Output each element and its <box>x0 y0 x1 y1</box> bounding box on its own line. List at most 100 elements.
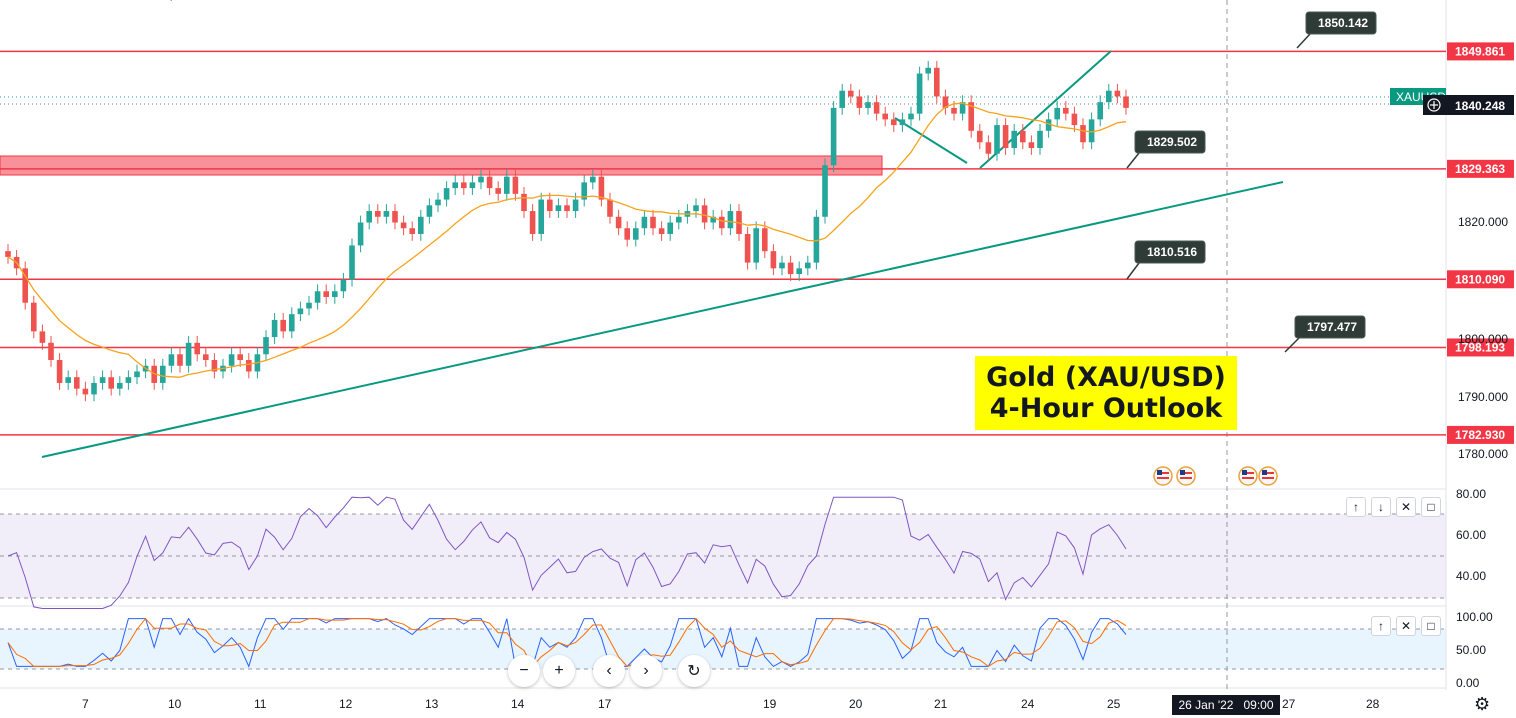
candle-body <box>504 176 510 194</box>
candle-body <box>323 291 329 297</box>
stoch-move-up-icon[interactable]: ↑ <box>1371 616 1391 636</box>
candle-body <box>357 222 364 246</box>
candle-body <box>830 107 837 166</box>
candle-body <box>1123 96 1129 108</box>
time-axis-label: 17 <box>598 697 612 711</box>
us-flag-event-icon <box>1242 477 1254 479</box>
candle-body <box>727 211 734 229</box>
candle-body <box>641 216 648 229</box>
level-price-tag <box>1447 425 1514 444</box>
candle-body <box>418 216 424 234</box>
zoom-out-icon[interactable]: − <box>508 655 540 687</box>
callout-price: 1797.477 <box>1307 320 1357 334</box>
gear-icon[interactable]: ⚙ <box>1474 694 1491 714</box>
stoch-d-line <box>7 617 1127 668</box>
candle-body <box>237 354 243 361</box>
rsi-move-down-icon[interactable]: ↓ <box>1371 497 1391 517</box>
candle-body <box>426 205 433 217</box>
level-price-tag <box>1447 159 1514 178</box>
callout-price: 1829.502 <box>1147 135 1197 149</box>
candle-body <box>486 176 493 189</box>
zoom-in-icon[interactable]: + <box>543 655 575 687</box>
callout-pointer <box>1296 33 1311 49</box>
stoch-axis-label: 0.00 <box>1456 676 1480 690</box>
current-price-label: 1840.248 <box>1455 99 1505 113</box>
candle-body <box>607 199 613 217</box>
candle-body <box>882 113 888 120</box>
ascending-trendline <box>41 181 1284 458</box>
rsi-close-icon[interactable]: ✕ <box>1396 497 1416 517</box>
candle-body <box>495 188 501 194</box>
candle-body <box>762 228 768 252</box>
candle-body <box>74 377 80 389</box>
candle-body <box>91 382 97 395</box>
candle-body <box>340 279 347 292</box>
stoch-axis-label: 50.00 <box>1456 643 1486 657</box>
reset-icon[interactable]: ↻ <box>678 655 710 687</box>
wedge-lower-line <box>894 117 968 164</box>
candle-body <box>770 251 777 269</box>
time-axis-label: 14 <box>511 697 525 711</box>
time-axis-label: 28 <box>1366 697 1380 711</box>
rsi-maximize-icon[interactable]: □ <box>1421 497 1441 517</box>
candle-body <box>289 314 295 332</box>
candle-body <box>590 176 596 183</box>
time-axis-label: 7 <box>82 697 89 711</box>
callout-price: 1810.516 <box>1147 245 1197 259</box>
current-price-bg <box>1423 95 1514 115</box>
callout-pointer <box>1284 337 1300 353</box>
us-flag-event-icon <box>1180 472 1192 474</box>
candle-body <box>633 228 639 240</box>
rsi-axis-label: 40.00 <box>1456 569 1486 583</box>
candle-body <box>5 251 11 257</box>
price-axis-tick: 1780.000 <box>1458 447 1508 461</box>
candle-body <box>1097 102 1103 120</box>
candle-body <box>701 205 708 223</box>
callout-box <box>1134 240 1206 264</box>
stoch-close-icon[interactable]: ✕ <box>1396 616 1416 636</box>
time-axis-label: 25 <box>1107 697 1121 711</box>
candle-body <box>108 377 114 389</box>
candle-body <box>31 302 37 332</box>
candle-body <box>994 125 1000 154</box>
rsi-line <box>7 496 1127 609</box>
time-axis-label: 27 <box>1282 697 1296 711</box>
time-axis-label: 21 <box>934 697 948 711</box>
callout-price: 1850.142 <box>1318 16 1368 30</box>
candle-body <box>1114 90 1121 97</box>
candle-body <box>1002 125 1009 149</box>
price-axis-tick: 1790.000 <box>1458 390 1508 404</box>
scroll-left-icon[interactable]: ‹ <box>593 655 625 687</box>
rsi-move-up-icon[interactable]: ↑ <box>1346 497 1366 517</box>
candle-body <box>968 102 974 131</box>
candle-body <box>194 342 200 355</box>
stoch-maximize-icon[interactable]: □ <box>1421 616 1441 636</box>
candle-body <box>959 102 966 114</box>
candle-body <box>839 90 845 108</box>
candle-body <box>203 354 209 361</box>
candle-body <box>805 262 811 269</box>
candle-body <box>1063 107 1069 114</box>
scroll-right-icon[interactable]: › <box>630 655 662 687</box>
callout-box <box>1305 11 1377 35</box>
candle-body <box>942 96 949 108</box>
level-price-label: 1810.090 <box>1455 272 1505 286</box>
candle-body <box>934 67 940 97</box>
candle-body <box>1080 125 1086 143</box>
time-axis-label: 20 <box>849 697 863 711</box>
candle-body <box>512 176 519 194</box>
candle-body <box>985 142 992 154</box>
us-flag-event-icon <box>1262 472 1274 474</box>
stoch-axis-label: 100.00 <box>1456 610 1493 624</box>
candle-body <box>82 388 89 395</box>
candle-body <box>710 216 716 223</box>
title-line-1: Gold (XAU/USD) <box>986 362 1226 393</box>
candle-body <box>822 165 828 217</box>
price-axis-tick: 1800.000 <box>1458 332 1508 346</box>
candle-body <box>848 90 854 97</box>
rsi-axis-label: 80.00 <box>1456 487 1486 501</box>
candle-body <box>211 360 218 372</box>
candle-body <box>297 308 304 315</box>
candle-body <box>168 354 175 366</box>
